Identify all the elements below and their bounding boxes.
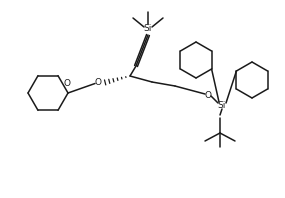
Text: O: O <box>64 79 70 88</box>
Text: O: O <box>205 90 211 100</box>
Text: O: O <box>95 78 101 87</box>
Text: Si: Si <box>218 101 226 109</box>
Text: Si: Si <box>144 24 152 32</box>
